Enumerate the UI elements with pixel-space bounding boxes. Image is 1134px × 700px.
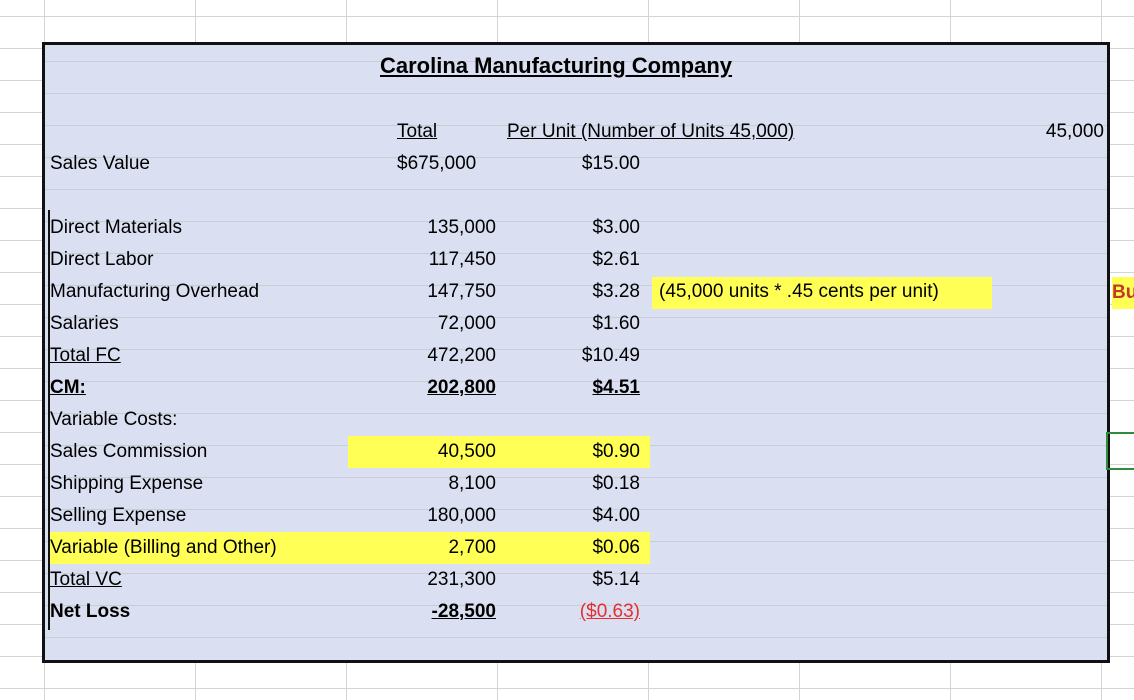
clipped-cell-text[interactable]: Bu [1112, 277, 1134, 309]
manufacturing-overhead-total[interactable]: 147,750 [427, 281, 496, 302]
cm-label[interactable]: CM: [50, 377, 86, 398]
direct-labor-total[interactable]: 117,450 [428, 249, 496, 270]
total-header[interactable]: Total [397, 121, 438, 142]
cm-total[interactable]: 202,800 [427, 377, 496, 398]
direct-materials-unit[interactable]: $3.00 [592, 217, 640, 238]
manufacturing-overhead-label[interactable]: Manufacturing Overhead [50, 281, 260, 302]
total-fc-unit[interactable]: $10.49 [581, 345, 640, 366]
shipping-expense-unit[interactable]: $0.18 [592, 473, 640, 494]
sales-label[interactable]: Sales Value [50, 153, 150, 174]
variable-costs-header[interactable]: Variable Costs: [50, 409, 178, 430]
direct-labor-unit[interactable]: $2.61 [592, 249, 640, 270]
direct-materials-label[interactable]: Direct Materials [50, 217, 182, 238]
sales-commission-unit[interactable]: $0.90 [592, 441, 640, 462]
selling-expense-label[interactable]: Selling Expense [50, 505, 187, 526]
selling-expense-unit[interactable]: $4.00 [592, 505, 640, 526]
total-vc-total[interactable]: 231,300 [427, 569, 496, 590]
net-loss-total[interactable]: -28,500 [431, 601, 496, 622]
sales-commission-total[interactable]: 40,500 [437, 441, 496, 462]
total-vc-label[interactable]: Total VC [50, 569, 122, 590]
net-loss-label[interactable]: Net Loss [50, 601, 131, 622]
total-fc-label[interactable]: Total FC [50, 345, 121, 366]
direct-labor-label[interactable]: Direct Labor [50, 249, 154, 270]
salaries-unit[interactable]: $1.60 [592, 313, 640, 334]
variable-billing-unit[interactable]: $0.06 [592, 537, 640, 558]
per-unit-header[interactable]: Per Unit (Number of Units 45,000) [507, 121, 795, 142]
sales-commission-label[interactable]: Sales Commission [50, 441, 208, 462]
manufacturing-overhead-unit[interactable]: $3.28 [592, 281, 640, 302]
salaries-label[interactable]: Salaries [50, 313, 119, 334]
units-cell[interactable]: 45,000 [1045, 121, 1104, 142]
total-fc-total[interactable]: 472,200 [427, 345, 496, 366]
total-vc-unit[interactable]: $5.14 [592, 569, 640, 590]
highlight-variable-billing [48, 532, 650, 564]
direct-materials-total[interactable]: 135,000 [427, 217, 496, 238]
shipping-expense-total[interactable]: 8,100 [448, 473, 496, 494]
highlight-overhead-note [652, 277, 992, 309]
selected-cell-outline[interactable] [1106, 432, 1134, 470]
variable-billing-label[interactable]: Variable (Billing and Other) [50, 537, 277, 558]
overhead-note[interactable]: (45,000 units * .45 cents per unit) [659, 281, 939, 302]
income-statement-block [42, 42, 1110, 663]
company-title[interactable]: Carolina Manufacturing Company [380, 53, 733, 78]
sales-unit[interactable]: $15.00 [581, 153, 640, 174]
row-label-border [48, 210, 50, 630]
net-loss-unit[interactable]: ($0.63) [579, 601, 640, 622]
selling-expense-total[interactable]: 180,000 [427, 505, 496, 526]
salaries-total[interactable]: 72,000 [437, 313, 496, 334]
cm-unit[interactable]: $4.51 [592, 377, 640, 398]
shipping-expense-label[interactable]: Shipping Expense [50, 473, 204, 494]
variable-billing-total[interactable]: 2,700 [448, 537, 496, 558]
highlight-sales-commission [348, 436, 650, 468]
sales-total[interactable]: $675,000 [397, 153, 477, 174]
